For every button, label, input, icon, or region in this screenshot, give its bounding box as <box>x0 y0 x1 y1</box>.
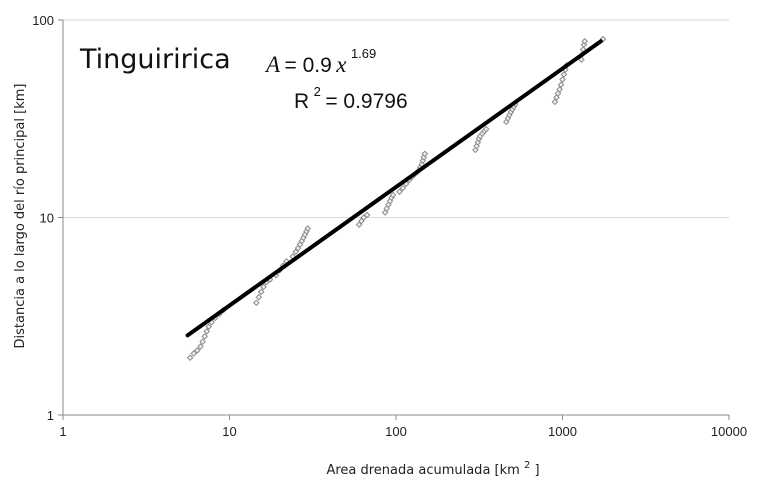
data-point-0 <box>186 354 194 362</box>
r-squared-value: = 0.9796 <box>325 90 407 113</box>
data-point-2 <box>193 347 201 354</box>
data-point-40 <box>389 191 397 199</box>
data-point-5 <box>201 333 209 340</box>
equation-exponent: 1.69 <box>351 46 376 61</box>
y-tick-label-10: 10 <box>40 211 54 226</box>
x-axis-title-end: ] <box>534 463 539 478</box>
y-tick-label-1: 1 <box>47 408 54 423</box>
data-point-30 <box>304 225 312 232</box>
data-point-41 <box>396 188 403 196</box>
equation-lhs: A <box>264 52 281 77</box>
x-axis-title: Area drenada acumulada [km 2 ] <box>326 457 539 478</box>
r-squared-label: R <box>294 90 309 113</box>
data-point-7 <box>205 323 213 330</box>
data-point-73 <box>559 76 566 83</box>
y-tick-label-100: 100 <box>32 13 54 28</box>
data-point-1 <box>190 350 198 357</box>
equation-mid: = 0.9 <box>285 54 332 77</box>
data-point-23 <box>292 248 300 256</box>
data-point-42 <box>399 184 407 192</box>
data-point-52 <box>421 150 429 158</box>
data-point-4 <box>199 338 206 346</box>
data-point-74 <box>560 71 568 78</box>
data-points <box>186 35 607 362</box>
x-tick-label-1000: 1000 <box>548 424 577 439</box>
data-point-81 <box>581 38 589 45</box>
data-point-34 <box>363 211 371 219</box>
fit-line <box>185 39 603 338</box>
data-point-6 <box>203 328 211 335</box>
r-squared: R 2 = 0.9796 <box>294 83 408 113</box>
data-point-31 <box>355 221 363 228</box>
data-point-12 <box>253 299 260 307</box>
data-point-60 <box>482 125 490 133</box>
data-point-69 <box>553 94 560 101</box>
axes <box>58 19 730 420</box>
data-point-3 <box>197 343 204 350</box>
x-axis-title-sup: 2 <box>524 460 530 471</box>
y-axis-title: Distancia a lo largo del río principal [… <box>13 84 28 349</box>
x-tick-label-10000: 10000 <box>711 424 747 439</box>
equation-var: x <box>335 52 347 77</box>
x-tick-label-100: 100 <box>385 424 407 439</box>
equation: A = 0.9 x 1.69 <box>264 46 376 77</box>
site-name: Tinguiririca <box>79 44 231 75</box>
data-point-15 <box>260 283 267 291</box>
x-tick-label-10: 10 <box>222 424 236 439</box>
data-point-14 <box>257 288 265 296</box>
data-point-13 <box>255 293 263 301</box>
x-axis-title-main: Area drenada acumulada [km <box>326 463 519 478</box>
data-point-72 <box>557 81 565 89</box>
gridlines <box>63 19 729 416</box>
r-squared-sup: 2 <box>314 84 321 99</box>
fit-line-group <box>185 39 603 338</box>
tick-labels: 1 10 100 1000 10000 1 10 100 <box>32 13 747 439</box>
data-point-68 <box>551 98 559 106</box>
x-tick-label-1: 1 <box>59 424 66 439</box>
data-point-50 <box>419 157 427 164</box>
data-point-71 <box>556 86 563 93</box>
